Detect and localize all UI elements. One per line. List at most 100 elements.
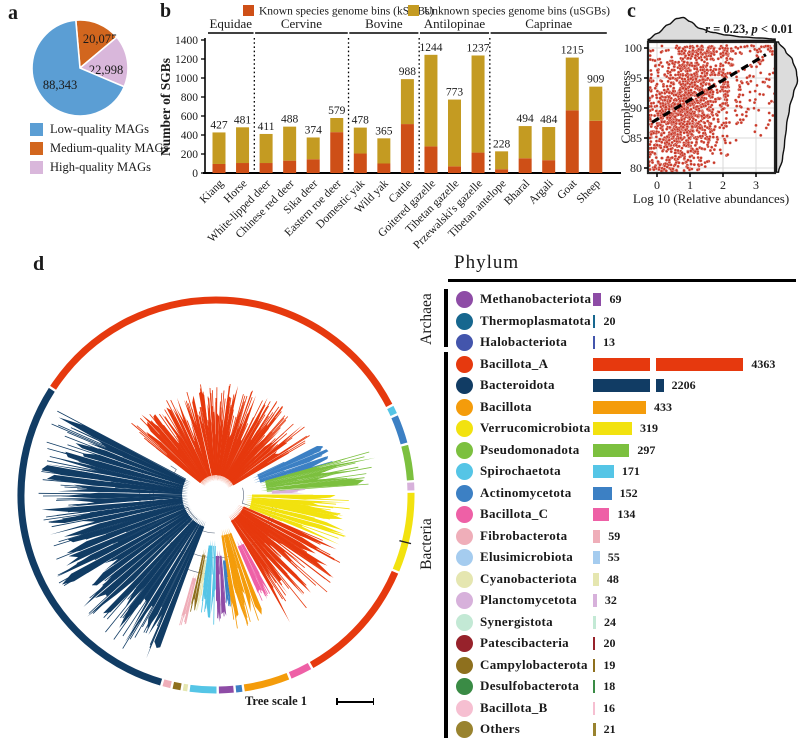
phylum-row-bacillota: Bacillota 433 [418,398,800,418]
bar-known-4 [306,159,320,173]
tree-clade-bacillota_c [236,539,271,601]
phylum-bar [593,723,596,736]
ksgb-legend-swatch [243,5,254,16]
bar-y-tick-label: 400 [181,130,199,142]
bar-unknown-12 [495,151,509,170]
pie-legend-item: Medium-quality MAGs [30,139,168,158]
pie-slice-high [78,36,129,88]
sgb-stacked-bar-chart: Known species genome bins (kSGBs) Unknow… [158,5,621,251]
tree-clade-bacillota_a [131,384,310,488]
phylum-row-desulfobacterota: Desulfobacterota 18 [418,677,800,697]
phylum-count: 69 [609,292,622,306]
scatter-y-axis-title: Completeness [618,71,633,144]
phylum-count: 13 [603,335,615,349]
phylum-count: 24 [603,614,616,629]
phylum-name: Fibrobacterota [480,527,568,543]
bar-total-label: 988 [399,66,417,78]
pie-legend-item: High-quality MAGs [30,158,168,177]
phylum-count: 152 [619,485,638,500]
phylum-dot [456,334,473,351]
tree-scale-bar [336,701,374,703]
bar-known-5 [330,132,344,173]
bar-y-tick-label: 1400 [175,35,198,47]
pie-value-label: 22,998 [89,63,123,77]
bar-total-label: 484 [540,114,558,126]
bar-known-10 [448,166,461,173]
pie-legend-item: Low-quality MAGs [30,120,168,139]
tree-clade-actinomycetota [252,446,333,483]
tree-clade-verrucomicrobiota [244,494,350,545]
phylum-bar-after-break [656,379,664,392]
bar-category-label: Bharal [502,178,532,208]
bar-total-label: 228 [493,138,511,150]
bar-known-9 [424,146,438,173]
phylum-count: 20 [603,313,616,328]
bar-unknown-15 [565,57,579,111]
ring-segment-bacillota_a [50,296,393,408]
ring-segment-bacillota [243,672,290,692]
ring-segment-spirochaetota [387,405,397,417]
correlation-annotation: r = 0.23, p < 0.01 [705,22,793,36]
phylum-count: 4363 [751,356,776,371]
bar-total-label: 1215 [561,45,584,57]
phylum-dot [456,635,473,652]
group-label-caprinae: Caprinae [525,16,572,31]
tree-clade-actinomycetota [222,554,231,607]
phylum-dot [456,506,473,523]
phylum-bar [593,422,633,435]
phylum-count: 319 [640,421,659,435]
bar-total-label: 365 [375,125,393,137]
phylum-dot [456,463,473,480]
scatter-points [648,43,775,173]
bar-unknown-13 [518,126,532,159]
scatter-y-tick-label: 90 [630,101,642,115]
bar-known-3 [283,160,297,173]
bar-unknown-8 [400,79,414,125]
top-density [647,16,776,42]
bacteria-bracket [444,352,448,738]
bar-unknown-7 [377,138,391,164]
bar-total-label: 427 [210,119,228,131]
phylum-bar [593,594,597,607]
phylum-legend-rule [448,279,796,282]
phylum-bar [593,637,596,650]
bar-y-tick-label: 1200 [175,54,198,66]
phylum-row-bacillota_b: Bacillota_B 16 [418,699,800,719]
phylum-bar [593,465,614,478]
phylum-dot [456,527,473,545]
bar-unknown-3 [283,126,297,161]
group-label-bovine: Bovine [365,16,403,31]
bar-total-label: 1237 [467,42,490,54]
scatter-y-tick-label: 85 [630,131,642,145]
phylum-count: 433 [653,399,672,414]
phylum-row-spirochaetota: Spirochaetota 171 [418,462,800,482]
ring-segment-bacteroidota [17,387,163,686]
bar-unknown-0 [212,132,226,164]
phylum-bar [593,336,595,349]
ring-tick [399,540,412,545]
phylum-bar-after-break [656,357,744,371]
group-label-equidae: Equidae [209,16,252,31]
phylum-bar [593,658,596,672]
bar-known-15 [565,110,579,173]
panel-a-label: a [8,2,18,24]
bar-known-11 [471,152,485,173]
pie-slice-low [31,19,126,117]
scatter-x-tick-label: 0 [654,178,660,192]
phylum-row-actinomycetota: Actinomycetota 152 [418,484,800,504]
bar-known-2 [259,163,273,173]
phylum-row-bacillota_c: Bacillota_C 134 [418,505,800,525]
tree-clade-methanobacteriota [215,549,227,623]
phylum-name: Thermoplasmatota [480,312,591,328]
bar-total-label: 374 [305,124,323,136]
bar-total-label: 478 [352,115,370,127]
phylum-bar [593,615,596,629]
phylum-name: Synergistota [480,613,553,629]
phylum-bar [593,314,596,328]
bar-category-label: Sheep [575,177,604,206]
phylum-legend: Phylum Archaea Bacteria Methanobacteriot… [418,252,800,739]
bar-unknown-5 [330,117,344,133]
phylum-name: Verrucomicrobiota [480,420,591,435]
phylum-dot [456,613,473,631]
